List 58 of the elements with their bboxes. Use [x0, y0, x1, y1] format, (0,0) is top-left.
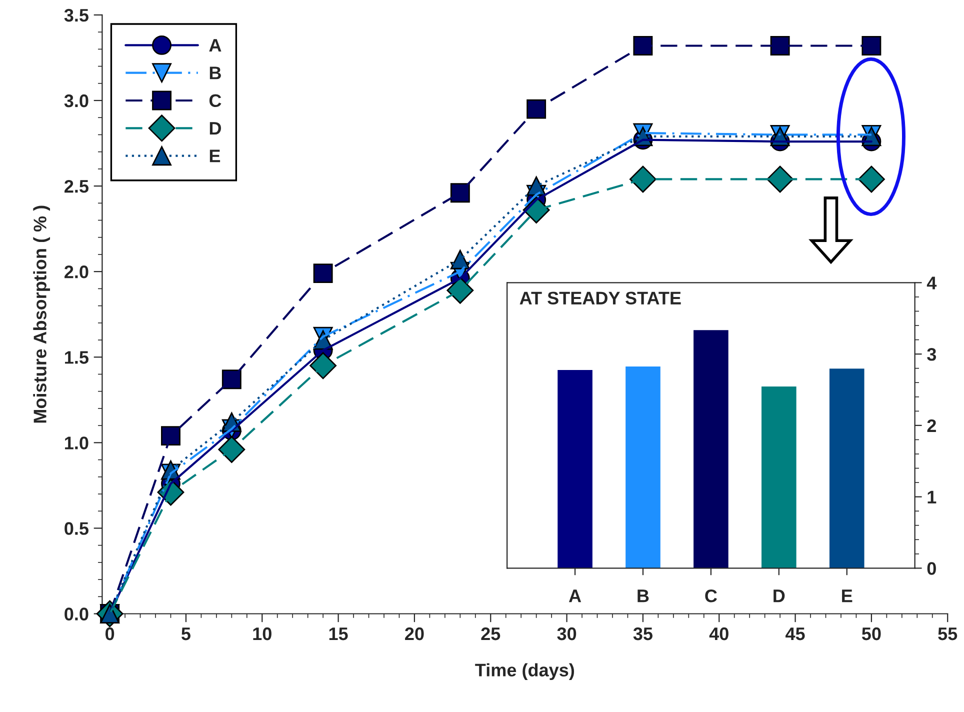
- y-tick-label: 1.0: [65, 436, 88, 450]
- x-tick-label: E: [842, 590, 852, 602]
- x-tick-label: C: [705, 589, 717, 602]
- point: [161, 426, 180, 446]
- point: [450, 183, 470, 203]
- point: [450, 250, 470, 270]
- x-tick-label: 30: [557, 627, 576, 640]
- legend-label: A: [209, 39, 222, 52]
- bar: [829, 368, 864, 568]
- x-tick-label: 15: [329, 628, 348, 640]
- x-tick-label: 0: [105, 627, 114, 640]
- x-tick-label: 40: [709, 627, 728, 640]
- x-tick-label: D: [774, 590, 785, 602]
- point: [862, 36, 882, 56]
- legend-label: D: [210, 122, 221, 134]
- x-tick-label: 5: [182, 628, 190, 640]
- y-axis-title: Moisture Absorption ( % ): [33, 206, 50, 423]
- x-tick-label: 20: [405, 627, 424, 640]
- y-tick-label: 3.5: [64, 8, 88, 22]
- x-tick-label: 25: [481, 627, 500, 640]
- x-tick-label: B: [638, 590, 649, 602]
- y-tick-label: 2.5: [64, 180, 88, 193]
- point: [310, 352, 337, 380]
- point: [770, 36, 790, 56]
- y-tick-label: 2.0: [64, 266, 88, 278]
- legend-label: E: [210, 150, 220, 162]
- bar: [626, 366, 660, 568]
- y-tick-label: 4: [926, 276, 937, 290]
- y-tick-label: 0.0: [64, 608, 88, 620]
- y-tick-label: 3: [927, 348, 936, 361]
- x-tick-label: 10: [253, 627, 272, 640]
- point: [858, 166, 885, 193]
- point: [446, 276, 474, 304]
- x-tick-label: 50: [862, 627, 881, 640]
- bar: [558, 370, 592, 568]
- legend-label: B: [210, 66, 221, 80]
- x-tick-label: 55: [938, 628, 958, 640]
- point: [633, 36, 653, 56]
- y-tick-label: 3.0: [64, 94, 88, 108]
- x-tick-label: 35: [633, 627, 652, 640]
- point: [313, 264, 333, 284]
- y-tick-label: 2: [927, 419, 936, 432]
- y-tick-label: 0: [927, 562, 936, 575]
- point: [218, 436, 246, 463]
- legend-label: C: [209, 94, 222, 108]
- x-tick-label: A: [568, 590, 582, 602]
- y-tick-label: 1: [928, 490, 936, 504]
- chart-title: AT STEADY STATE: [520, 292, 681, 304]
- bar: [762, 386, 796, 568]
- point: [526, 99, 546, 119]
- y-tick-label: 0.5: [64, 522, 88, 535]
- point: [766, 166, 794, 193]
- bar: [694, 330, 728, 568]
- x-axis-title: Time (days): [475, 663, 574, 680]
- point: [222, 370, 242, 390]
- x-tick-label: 45: [786, 628, 805, 640]
- point: [629, 166, 656, 193]
- y-tick-label: 1.5: [65, 351, 88, 364]
